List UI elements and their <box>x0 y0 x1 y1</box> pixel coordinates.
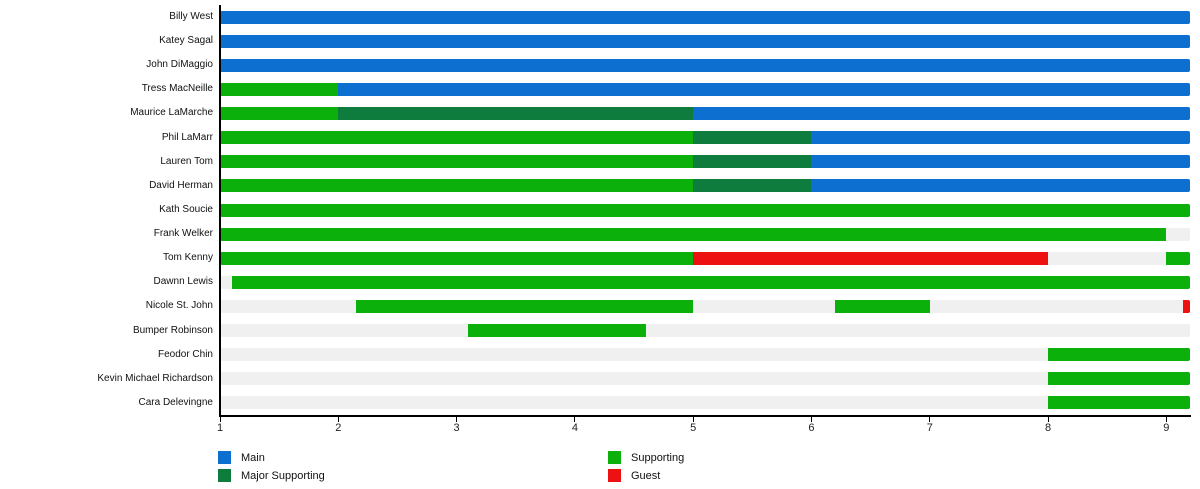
bar-track <box>220 107 1190 121</box>
row-label: Kath Soucie <box>159 203 213 215</box>
bar-track <box>220 251 1190 265</box>
bar-track <box>220 348 1190 362</box>
bar-segment <box>220 179 694 193</box>
bar-segment <box>220 203 1190 217</box>
bar-segment <box>835 299 930 313</box>
bar-segment <box>468 324 646 338</box>
bar-segment <box>220 58 1190 72</box>
bar-track <box>220 299 1190 313</box>
row-label: Kevin Michael Richardson <box>97 372 213 384</box>
bar-track <box>220 324 1190 338</box>
bar-track <box>220 10 1190 24</box>
bar-segment <box>1048 372 1190 386</box>
legend-swatch-supporting <box>608 451 621 464</box>
bar-segment <box>811 155 1190 169</box>
legend-item-supporting: Supporting <box>608 451 684 464</box>
row-label: David Herman <box>149 179 213 191</box>
x-tick-label: 2 <box>335 422 342 434</box>
bar-segment <box>220 34 1190 48</box>
bar-segment <box>1182 299 1190 313</box>
x-tick-label: 7 <box>926 422 933 434</box>
bar-segment <box>1048 396 1190 410</box>
row-label: Dawnn Lewis <box>153 276 213 288</box>
bar-segment <box>220 155 694 169</box>
bar-track <box>220 227 1190 241</box>
x-tick-mark <box>574 416 576 422</box>
x-axis-line <box>219 415 1191 417</box>
bar-track <box>220 131 1190 145</box>
row-label: Tress MacNeille <box>141 83 213 95</box>
x-tick-label: 9 <box>1163 422 1170 434</box>
bar-segment <box>693 131 812 145</box>
bar-segment <box>220 131 694 145</box>
x-tick-label: 5 <box>690 422 697 434</box>
legend-label-guest: Guest <box>631 469 661 482</box>
bar-segment <box>811 179 1190 193</box>
bar-segment <box>220 107 339 121</box>
bar-segment <box>693 155 812 169</box>
bar-segment <box>220 10 1190 24</box>
bar-segment <box>338 82 1190 96</box>
bar-segment <box>693 107 1190 121</box>
legend-swatch-main <box>218 451 231 464</box>
bar-track <box>220 58 1190 72</box>
row-label: Katey Sagal <box>159 35 213 47</box>
bar-segment <box>693 251 1049 265</box>
row-label: Phil LaMarr <box>161 131 213 143</box>
bar-track <box>220 396 1190 410</box>
bar-segment <box>220 251 694 265</box>
bar-segment <box>220 227 1167 241</box>
legend-label-major-supporting: Major Supporting <box>241 469 325 482</box>
x-tick-label: 4 <box>571 422 578 434</box>
row-label: Cara Delevingne <box>138 396 214 408</box>
bar-track <box>220 155 1190 169</box>
x-tick-mark <box>1165 416 1167 422</box>
legend-item-guest: Guest <box>608 469 660 482</box>
x-tick-mark <box>929 416 931 422</box>
row-label: Bumper Robinson <box>132 324 213 336</box>
legend-item-main: Main <box>218 451 265 464</box>
bar-segment <box>231 275 1190 289</box>
row-label: John DiMaggio <box>146 59 213 71</box>
x-tick-mark <box>456 416 458 422</box>
legend-item-major-supporting: Major Supporting <box>218 469 325 482</box>
x-tick-mark <box>219 416 221 422</box>
row-label: Frank Welker <box>153 228 213 240</box>
row-label: Tom Kenny <box>162 252 213 264</box>
bar-track <box>220 34 1190 48</box>
bar-track <box>220 179 1190 193</box>
row-label: Billy West <box>169 11 213 22</box>
x-tick-label: 6 <box>808 422 815 434</box>
legend-swatch-major-supporting <box>218 469 231 482</box>
bar-segment <box>220 82 339 96</box>
bar-track <box>220 372 1190 386</box>
x-tick-mark <box>692 416 694 422</box>
bar-segment <box>356 299 694 313</box>
x-tick-label: 8 <box>1044 422 1052 434</box>
bar-track <box>220 275 1190 289</box>
bar-track <box>220 203 1190 217</box>
x-tick-mark <box>1047 416 1049 422</box>
row-label: Nicole St. John <box>145 300 213 312</box>
bar-track <box>220 82 1190 96</box>
x-tick-mark <box>337 416 339 422</box>
bar-segment <box>1048 348 1190 362</box>
legend-label-main: Main <box>241 451 265 464</box>
legend-label-supporting: Supporting <box>631 451 685 464</box>
row-label: Maurice LaMarche <box>130 107 213 119</box>
bar-segment <box>1166 251 1190 265</box>
row-label: Lauren Tom <box>160 155 213 167</box>
x-tick-mark <box>810 416 812 422</box>
bar-segment <box>811 131 1190 145</box>
legend-swatch-guest <box>608 469 621 482</box>
bar-segment <box>693 179 812 193</box>
x-tick-label: 3 <box>453 422 460 434</box>
x-tick-label: 1 <box>216 422 224 434</box>
bar-segment <box>338 107 694 121</box>
row-label: Feodor Chin <box>157 348 213 360</box>
y-axis-line <box>219 5 221 415</box>
